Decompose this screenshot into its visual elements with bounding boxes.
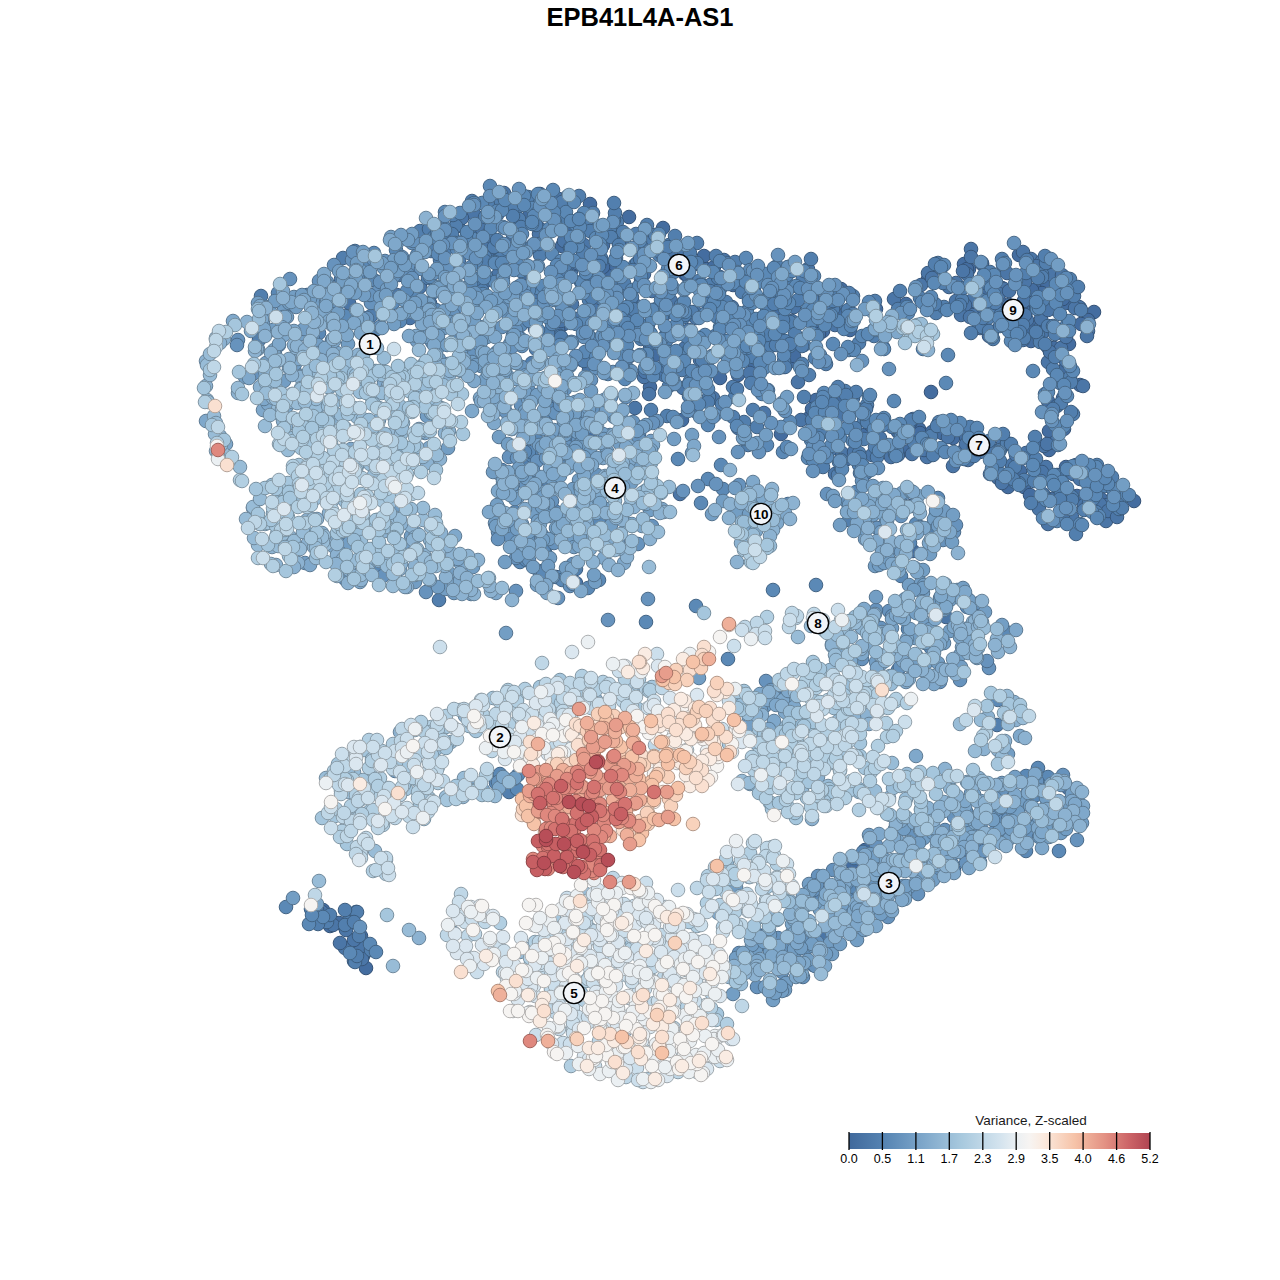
svg-text:1: 1 [366, 337, 374, 352]
svg-text:9: 9 [1009, 303, 1017, 318]
svg-text:10: 10 [753, 507, 768, 522]
svg-text:4: 4 [611, 481, 619, 496]
svg-text:2: 2 [496, 730, 504, 745]
svg-text:4.6: 4.6 [1108, 1152, 1125, 1166]
svg-text:8: 8 [814, 616, 822, 631]
svg-text:2.3: 2.3 [974, 1152, 991, 1166]
svg-text:7: 7 [975, 438, 983, 453]
svg-text:5.2: 5.2 [1141, 1152, 1158, 1166]
svg-text:2.9: 2.9 [1008, 1152, 1025, 1166]
svg-text:1.1: 1.1 [907, 1152, 924, 1166]
svg-text:6: 6 [675, 258, 683, 273]
svg-text:0.0: 0.0 [840, 1152, 857, 1166]
svg-text:3: 3 [885, 876, 893, 891]
svg-text:5: 5 [570, 986, 578, 1001]
svg-text:1.7: 1.7 [941, 1152, 958, 1166]
svg-text:EPB41L4A-AS1: EPB41L4A-AS1 [546, 3, 733, 31]
svg-text:3.5: 3.5 [1041, 1152, 1058, 1166]
svg-text:Variance, Z-scaled: Variance, Z-scaled [975, 1113, 1087, 1128]
svg-text:4.0: 4.0 [1074, 1152, 1091, 1166]
svg-text:0.5: 0.5 [874, 1152, 891, 1166]
